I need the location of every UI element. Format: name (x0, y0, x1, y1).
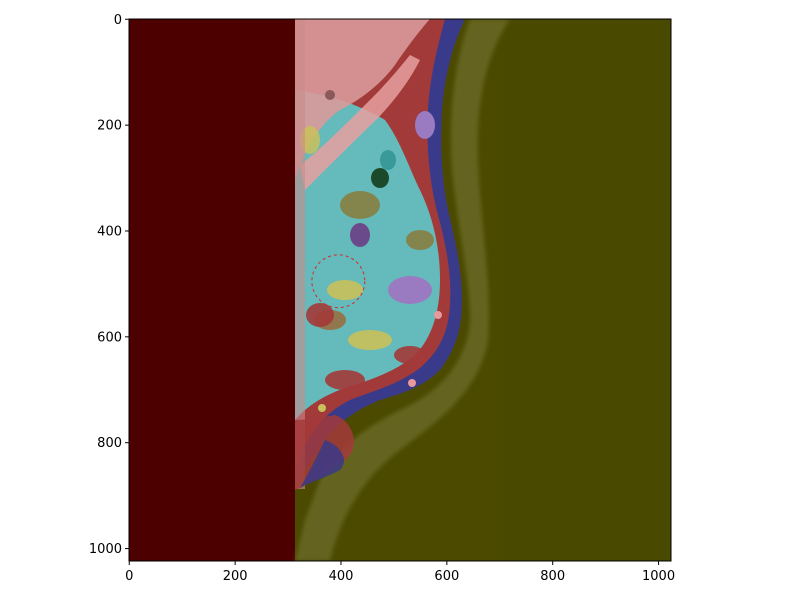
tissue-cyan-body (295, 90, 440, 420)
x-tick-label: 200 (223, 569, 248, 584)
x-tick-label: 1000 (642, 569, 675, 584)
tissue-pink-stripe (300, 55, 420, 190)
red-cluster-2 (325, 370, 365, 390)
left-background-region (129, 19, 295, 561)
y-tick-label: 200 (97, 119, 122, 134)
x-tick-label: 800 (540, 569, 565, 584)
y-tick-label: 1000 (89, 542, 122, 557)
tissue-pink-upper (295, 19, 430, 180)
teal-blob (380, 150, 396, 170)
pink-edge-strip (295, 19, 305, 489)
y-tick-label: 400 (97, 224, 122, 239)
y-tick-label: 600 (97, 330, 122, 345)
x-tick-label: 0 (125, 569, 133, 584)
x-tick-label: 400 (329, 569, 354, 584)
y-tick-label: 800 (97, 436, 122, 451)
spot-4 (325, 90, 335, 100)
yellow-patch-2 (348, 330, 392, 350)
spot-2 (318, 404, 326, 412)
olive-patch-1 (340, 191, 380, 219)
axes-frame (128, 18, 672, 562)
x-tick-label: 600 (434, 569, 459, 584)
green-blob (371, 168, 389, 188)
red-cluster-3 (394, 346, 426, 364)
violet-patch-2 (388, 276, 432, 304)
spot-1 (434, 311, 442, 319)
tissue-tail-purple (300, 440, 345, 488)
edge-halo (295, 19, 510, 561)
red-cluster-1 (306, 303, 334, 327)
olive-patch-2 (406, 230, 434, 250)
y-axis-ticks: 0 200 400 600 800 1000 (89, 13, 129, 557)
x-axis-ticks: 0 200 400 600 800 1000 (125, 561, 675, 584)
spot-3 (408, 379, 416, 387)
yellow-patch-1 (327, 280, 363, 300)
annotation-circle (311, 254, 366, 309)
y-tick-label: 0 (114, 13, 122, 28)
violet-patch-3 (350, 223, 370, 247)
plot-area (129, 19, 671, 561)
far-right-band (505, 19, 671, 561)
violet-patch-1 (415, 111, 435, 139)
